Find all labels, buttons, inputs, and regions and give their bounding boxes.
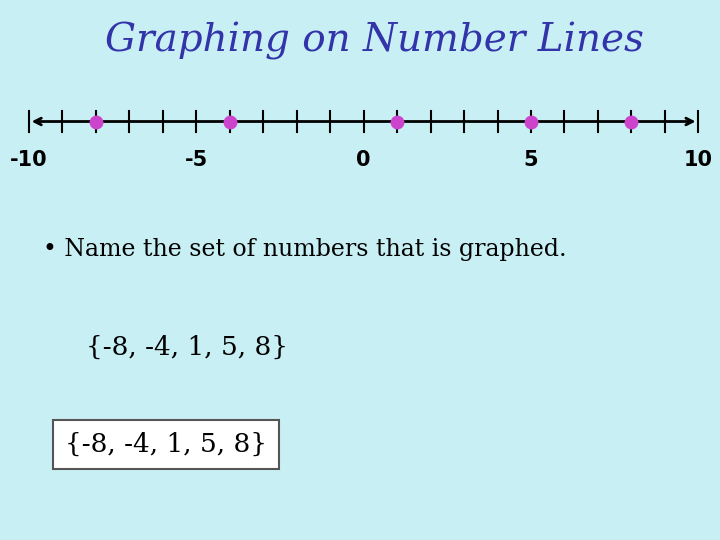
Text: Graphing on Number Lines: Graphing on Number Lines — [105, 22, 644, 59]
Text: 10: 10 — [684, 150, 713, 170]
Text: -10: -10 — [10, 150, 48, 170]
Text: {-8, -4, 1, 5, 8}: {-8, -4, 1, 5, 8} — [65, 432, 267, 457]
Text: -5: -5 — [184, 150, 208, 170]
Text: • Name the set of numbers that is graphed.: • Name the set of numbers that is graphe… — [43, 238, 567, 261]
Text: 5: 5 — [523, 150, 539, 170]
Text: 0: 0 — [356, 150, 371, 170]
Text: {-8, -4, 1, 5, 8}: {-8, -4, 1, 5, 8} — [86, 335, 289, 360]
